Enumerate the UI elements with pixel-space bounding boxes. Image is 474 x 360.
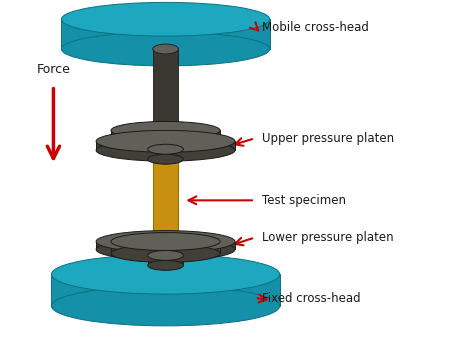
Bar — [148, 149, 183, 159]
Text: Mobile cross-head: Mobile cross-head — [262, 21, 369, 34]
Ellipse shape — [96, 239, 235, 260]
Ellipse shape — [61, 3, 270, 36]
Bar — [111, 242, 220, 253]
Ellipse shape — [153, 44, 178, 54]
Bar — [96, 141, 235, 150]
Text: Force: Force — [36, 63, 70, 76]
Ellipse shape — [148, 251, 183, 260]
Ellipse shape — [96, 139, 235, 161]
Bar — [96, 242, 235, 249]
Ellipse shape — [96, 231, 235, 252]
Ellipse shape — [52, 286, 280, 326]
Ellipse shape — [153, 154, 178, 164]
Text: Upper pressure platen: Upper pressure platen — [262, 132, 394, 145]
Bar — [52, 274, 280, 306]
Bar — [153, 159, 178, 242]
Ellipse shape — [148, 154, 183, 164]
Bar — [111, 130, 220, 144]
Ellipse shape — [61, 32, 270, 66]
Text: Lower pressure platen: Lower pressure platen — [262, 231, 393, 244]
Ellipse shape — [96, 130, 235, 152]
Ellipse shape — [52, 255, 280, 294]
Ellipse shape — [111, 233, 220, 251]
Bar — [148, 255, 183, 265]
Ellipse shape — [148, 144, 183, 154]
Ellipse shape — [111, 121, 220, 139]
Ellipse shape — [153, 237, 178, 247]
Bar — [153, 49, 178, 130]
Bar — [61, 19, 270, 49]
Text: Test specimen: Test specimen — [262, 194, 346, 207]
Text: Fixed cross-head: Fixed cross-head — [262, 292, 360, 305]
Ellipse shape — [148, 260, 183, 270]
Ellipse shape — [111, 135, 220, 153]
Ellipse shape — [111, 244, 220, 262]
